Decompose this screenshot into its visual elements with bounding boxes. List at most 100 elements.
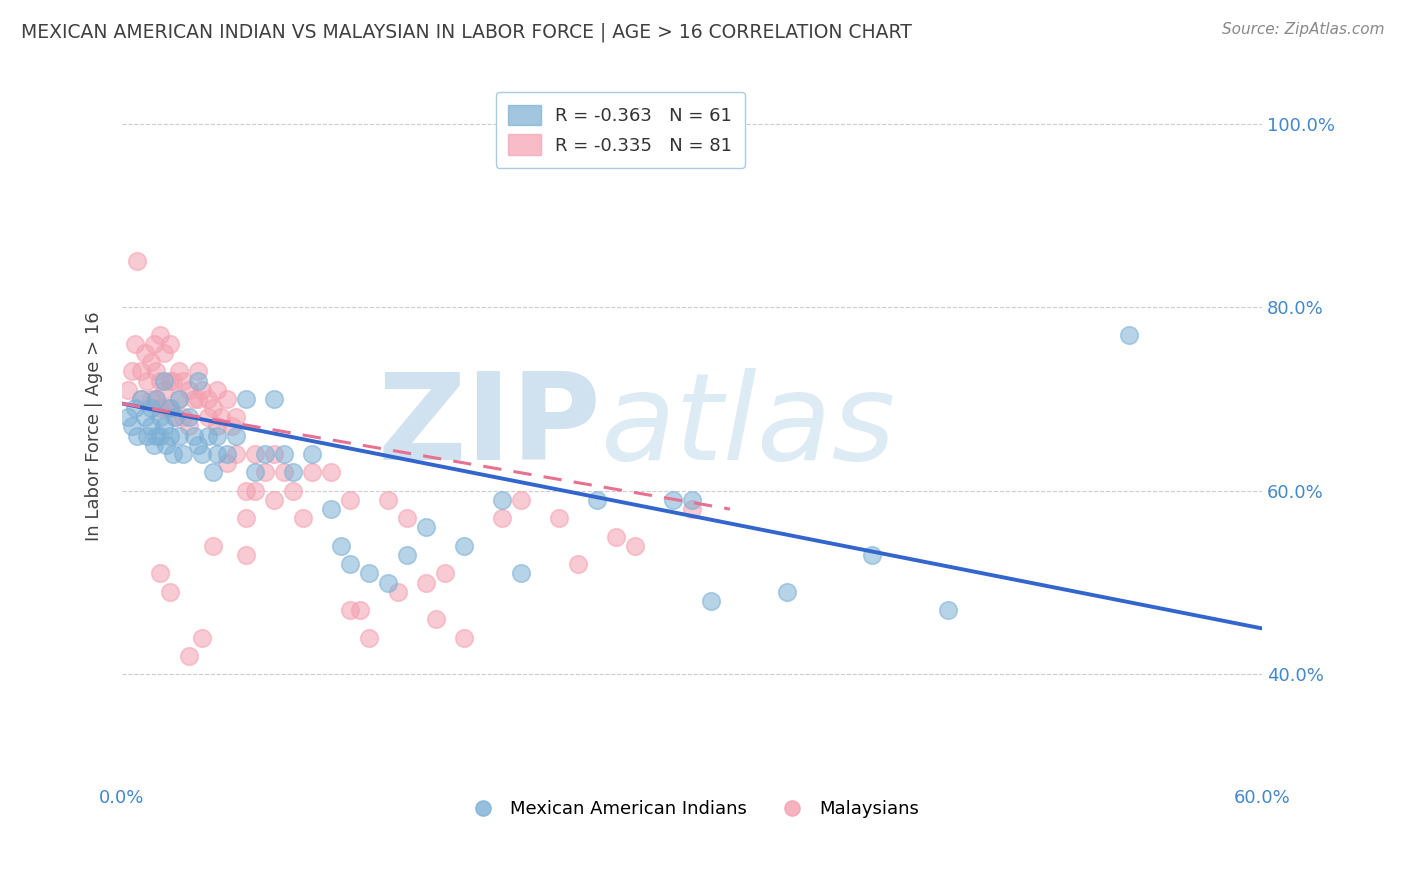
Point	[135, 374, 157, 388]
Point	[776, 584, 799, 599]
Point	[209, 410, 232, 425]
Point	[319, 466, 342, 480]
Point	[183, 428, 205, 442]
Text: MEXICAN AMERICAN INDIAN VS MALAYSIAN IN LABOR FORCE | AGE > 16 CORRELATION CHART: MEXICAN AMERICAN INDIAN VS MALAYSIAN IN …	[21, 22, 912, 42]
Point	[159, 428, 181, 442]
Point	[167, 428, 190, 442]
Point	[177, 383, 200, 397]
Point	[243, 447, 266, 461]
Point	[225, 447, 247, 461]
Point	[235, 548, 257, 562]
Point	[453, 539, 475, 553]
Point	[202, 466, 225, 480]
Point	[377, 492, 399, 507]
Point	[149, 566, 172, 581]
Point	[491, 492, 513, 507]
Point	[159, 584, 181, 599]
Point	[155, 401, 177, 416]
Point	[172, 447, 194, 461]
Text: atlas: atlas	[600, 368, 896, 485]
Point	[339, 603, 361, 617]
Point	[301, 466, 323, 480]
Point	[202, 401, 225, 416]
Point	[510, 566, 533, 581]
Point	[149, 327, 172, 342]
Point	[453, 631, 475, 645]
Point	[155, 438, 177, 452]
Point	[121, 419, 143, 434]
Point	[548, 511, 571, 525]
Point	[415, 520, 437, 534]
Point	[143, 337, 166, 351]
Point	[339, 557, 361, 571]
Point	[153, 346, 176, 360]
Point	[159, 401, 181, 416]
Point	[139, 392, 162, 406]
Point	[263, 447, 285, 461]
Point	[357, 631, 380, 645]
Point	[221, 419, 243, 434]
Point	[225, 428, 247, 442]
Point	[124, 337, 146, 351]
Point	[1146, 851, 1168, 865]
Point	[624, 539, 647, 553]
Point	[202, 539, 225, 553]
Point	[187, 438, 209, 452]
Point	[187, 374, 209, 388]
Point	[225, 410, 247, 425]
Y-axis label: In Labor Force | Age > 16: In Labor Force | Age > 16	[86, 311, 103, 541]
Point	[165, 410, 187, 425]
Point	[377, 575, 399, 590]
Point	[434, 566, 457, 581]
Point	[177, 648, 200, 663]
Point	[395, 548, 418, 562]
Point	[273, 466, 295, 480]
Point	[510, 492, 533, 507]
Point	[145, 428, 167, 442]
Point	[159, 401, 181, 416]
Point	[162, 447, 184, 461]
Point	[139, 419, 162, 434]
Point	[253, 447, 276, 461]
Point	[167, 364, 190, 378]
Point	[491, 511, 513, 525]
Point	[235, 483, 257, 498]
Point	[167, 392, 190, 406]
Point	[339, 492, 361, 507]
Point	[134, 410, 156, 425]
Point	[134, 346, 156, 360]
Point	[197, 428, 219, 442]
Point	[301, 447, 323, 461]
Point	[662, 492, 685, 507]
Point	[149, 410, 172, 425]
Point	[273, 447, 295, 461]
Point	[700, 594, 723, 608]
Point	[172, 410, 194, 425]
Point	[149, 401, 172, 416]
Point	[215, 392, 238, 406]
Point	[281, 466, 304, 480]
Point	[191, 447, 214, 461]
Point	[159, 374, 181, 388]
Point	[205, 447, 228, 461]
Point	[153, 374, 176, 388]
Point	[235, 511, 257, 525]
Point	[145, 364, 167, 378]
Point	[153, 419, 176, 434]
Point	[197, 410, 219, 425]
Point	[197, 392, 219, 406]
Point	[205, 428, 228, 442]
Point	[1118, 327, 1140, 342]
Point	[172, 374, 194, 388]
Point	[281, 483, 304, 498]
Point	[215, 456, 238, 470]
Point	[162, 374, 184, 388]
Point	[159, 337, 181, 351]
Point	[145, 392, 167, 406]
Point	[149, 374, 172, 388]
Point	[135, 428, 157, 442]
Point	[167, 392, 190, 406]
Point	[187, 364, 209, 378]
Point	[425, 612, 447, 626]
Legend: Mexican American Indians, Malaysians: Mexican American Indians, Malaysians	[458, 793, 927, 825]
